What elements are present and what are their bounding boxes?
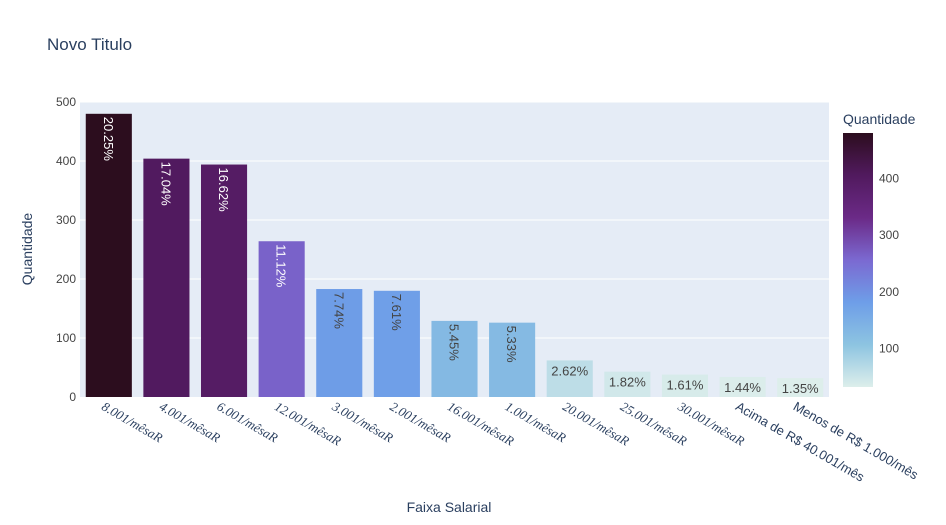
- bar: [373, 290, 420, 397]
- bar-data-label: 7.74%: [331, 292, 346, 329]
- x-tick-label: 2.001/mêsaR: [387, 399, 453, 446]
- y-tick-label: 500: [56, 95, 76, 109]
- x-tick-label: 6.001/mêsaR: [215, 399, 281, 446]
- colorbar-scale: [843, 133, 873, 387]
- bars: [85, 113, 824, 398]
- y-tick-label: 0: [69, 390, 76, 404]
- bar: [316, 289, 363, 397]
- y-tick-label: 100: [56, 331, 76, 345]
- bar-data-label: 16.62%: [216, 168, 231, 213]
- y-axis-ticks: 0 100 200 300 400 500: [56, 95, 76, 404]
- chart-title: Novo Titulo: [47, 35, 132, 54]
- y-axis-title: Quantidade: [19, 213, 35, 286]
- bar: [546, 360, 593, 397]
- bar-data-label: 1.44%: [724, 380, 761, 395]
- bar: [200, 164, 248, 397]
- bar: [143, 158, 190, 397]
- bar-data-label: 11.12%: [274, 244, 289, 288]
- bar: [604, 371, 651, 397]
- bar-data-label: 1.35%: [782, 381, 819, 396]
- colorbar-tick-label: 400: [879, 171, 899, 185]
- bar-data-label: 2.62%: [551, 363, 588, 378]
- x-axis-title: Faixa Salarial: [407, 499, 492, 515]
- bar: [258, 241, 305, 397]
- bar-data-label: 1.82%: [609, 375, 646, 390]
- bar-data-label: 5.33%: [504, 326, 519, 363]
- bar: [719, 376, 766, 397]
- colorbar-title: Quantidade: [843, 111, 916, 127]
- x-tick-label: 4.001/mêsaR: [157, 399, 223, 446]
- bar: [489, 322, 536, 397]
- colorbar-tick-label: 300: [879, 228, 899, 242]
- bar: [661, 374, 709, 397]
- y-tick-label: 300: [56, 213, 76, 227]
- colorbar: Quantidade 100 200 300 400: [843, 111, 916, 387]
- colorbar-tick-label: 200: [879, 285, 899, 299]
- bar: [85, 113, 132, 398]
- colorbar-tick-label: 100: [879, 341, 899, 355]
- bar-data-label: 1.61%: [667, 378, 704, 393]
- y-tick-label: 400: [56, 154, 76, 168]
- data-labels: 20.25% 17.04% 16.62% 11.12% 7.74% 7.61% 5.45% 5…: [101, 117, 819, 396]
- bar-data-label: 5.45%: [447, 324, 462, 361]
- bar-data-label: 20.25%: [101, 117, 116, 162]
- colorbar-ticks: 100 200 300 400: [879, 171, 899, 355]
- bar-data-label: 7.61%: [389, 294, 404, 331]
- y-tick-label: 200: [56, 272, 76, 286]
- bar-data-label: 17.04%: [158, 162, 173, 207]
- x-tick-label: 8.001/mêsaR: [99, 399, 165, 446]
- bar: [431, 320, 478, 397]
- x-axis-ticks: 8.001/mêsaR4.001/mêsaR6.001/mêsaR12.001/…: [99, 398, 921, 485]
- bar: [777, 378, 824, 397]
